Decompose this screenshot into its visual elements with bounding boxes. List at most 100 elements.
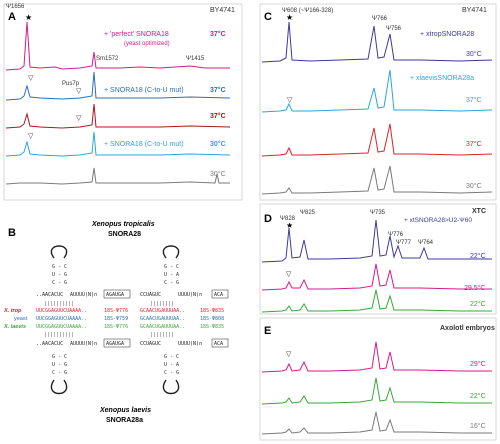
seq-top-right2: UUUU(N)n (178, 292, 202, 298)
panel-a-trace-1: + 'perfect' SNORA18 (yeast optimized) 37… (5, 21, 230, 71)
trace-temp: 37°C (210, 112, 226, 120)
trace-label: + SNORA18 (C-to-U mut) (104, 87, 184, 94)
seq-bot-box (103, 338, 131, 348)
panel-d-psi4: Ψ776 (388, 232, 404, 238)
panel-a-trace-3: 37°C ▽ (5, 103, 231, 129)
panel-d-psi: Ψ828 (280, 216, 296, 222)
panel-d-letter: D (264, 213, 272, 225)
panel-e-trace-2: 22°C (261, 377, 492, 405)
panel-c-strain: BY4741 (462, 7, 487, 14)
trace-line (261, 21, 493, 63)
trace-line (261, 165, 493, 195)
panel-d-strain: XTC (472, 208, 486, 215)
stem-bases: U - G (52, 362, 67, 368)
panel-c-trace-2: + xlaevisSNORA28a 37°C ▽ (261, 69, 493, 113)
panel-d-frame (259, 203, 497, 315)
panel-d: D XTC + xtSNORA28>U2-Ψ60 Ψ828 ★ Ψ825 Ψ73… (259, 203, 497, 315)
stem-bases: G - C (52, 354, 67, 360)
stem-bases: C - G (52, 370, 67, 376)
trace-line (261, 341, 492, 373)
panel-d-psi5: Ψ777 (396, 240, 412, 246)
panel-a-letter: A (8, 11, 16, 23)
panel-e-letter: E (264, 325, 271, 337)
trace-temp: 30°C (466, 182, 482, 190)
panel-a-sm: Sm1572 (96, 56, 119, 62)
stem-bases: U - G (52, 272, 67, 278)
seq-top-box (103, 289, 131, 299)
panel-a-trace-4: + SNORA18 (C-to-U mut) 30°C ▽ (5, 131, 231, 157)
trace-label: + SNORA18 (C-to-U mut) (104, 141, 184, 148)
nabla-marker: ▽ (286, 271, 292, 278)
panel-a-trace-2: + SNORA18 (C-to-U mut) 37°C ▽ ▽ (5, 71, 231, 101)
guide-row-3: X. laevis UUCGGAGUUCUAAAA.. 18S-Ψ776 GCA… (3, 324, 224, 330)
panel-e-frame (259, 317, 497, 441)
panel-c-frame (259, 3, 497, 201)
row-site: 18S-Ψ776 (104, 324, 128, 330)
stem-bases: G - C (164, 354, 179, 360)
trace-line (5, 103, 231, 129)
trace-label: + xlaevisSNORA28a (410, 75, 474, 82)
seq-top-right: CCUAGUC (140, 292, 161, 298)
row-site2: 18S-Ψ835 (200, 308, 224, 314)
trace-line (261, 219, 492, 263)
seq-top-box-text: AGAUGA (106, 292, 124, 298)
panel-d-psi2: Ψ825 (300, 210, 316, 216)
panel-d-psi6: Ψ764 (418, 240, 434, 246)
trace-temp: 22°C (470, 392, 486, 400)
panel-c-trace-3: 37°C (261, 123, 493, 157)
row-site: 18S-Ψ759 (104, 316, 128, 322)
stem-bases: G - C (52, 264, 67, 270)
trace-temp: 30°C (466, 50, 482, 58)
panel-a-star: ★ (25, 13, 32, 22)
panel-e-trace-1: 29°C ▽ (261, 341, 492, 373)
trace-temp: 29°C (470, 360, 486, 368)
seq-bot-mid: AUUUU(N)n (70, 341, 97, 347)
trace-line (261, 377, 492, 405)
trace-temp: 22°C (470, 300, 486, 308)
seq-bot-right: CCUAGUC (140, 341, 161, 347)
trace-line (261, 69, 493, 113)
stem-bases: C - G (164, 280, 179, 286)
panel-a-psi-label: Ψ1656 (6, 4, 25, 10)
row-seq2: GCAACUGAUUUAA.. (140, 324, 185, 330)
trace-line (261, 123, 493, 157)
panel-b-bottom-gene: SNORA28a (106, 417, 143, 424)
hairpin-loop (162, 379, 180, 395)
trace-temp: 29.5°C (464, 284, 485, 292)
panel-d-trace-3: 22°C (261, 289, 492, 313)
trace-temp: 37°C (466, 96, 482, 104)
panel-b-top-species: Xenopus tropicalis (91, 221, 155, 228)
panel-a-psi2: Ψ1415 (186, 56, 205, 62)
panel-c-star: ★ (286, 13, 293, 22)
row-site2: 18S-Ψ835 (200, 324, 224, 330)
trace-line (5, 71, 231, 101)
seq-bot-box2-text: ACA (214, 341, 223, 347)
row-seq: UUCGGAGUUCUAAAA.. (36, 308, 87, 314)
stem-bases: U - A (164, 362, 179, 368)
trace-temp: 30°C (210, 140, 226, 148)
hairpin-loop (162, 245, 180, 259)
pairing-bars: |||||||||| (44, 301, 74, 307)
panel-c-trace-4: 30°C (261, 165, 493, 195)
panel-d-star: ★ (286, 221, 293, 230)
row-label: X. laevis (3, 324, 26, 330)
row-site: 18S-Ψ776 (104, 308, 128, 314)
seq-bot-left: ..AACACUC (36, 341, 63, 347)
pairing-bars: |||||||| (150, 301, 174, 307)
pairing-bars: |||||||||| (44, 332, 74, 338)
panel-c-letter: C (264, 11, 272, 23)
trace-temp: 16°C (470, 422, 486, 430)
trace-label: + 'perfect' SNORA18 (104, 31, 169, 38)
panel-c: C BY4741 Ψ608 (~Ψ166-328) ★ Ψ766 Ψ756 + … (259, 3, 497, 201)
guide-row-2: yeast UUCGGAGUUCUAAAA.. 18S-Ψ759 GCAACUG… (14, 316, 224, 322)
seq-top-box2-text: ACA (214, 292, 223, 298)
stem-bases: C - G (52, 280, 67, 286)
trace-line (261, 263, 492, 291)
row-seq2: GCAACUGAUUUAA.. (140, 308, 185, 314)
seq-top-mid: AUUUU(N)n (70, 292, 97, 298)
stem-bases: G - C (164, 264, 179, 270)
nabla-marker: ▽ (28, 75, 34, 82)
trace-temp: 37°C (466, 140, 482, 148)
panel-a-trace-5: 30°C (5, 167, 230, 185)
guide-row-1: X. trop UUCGGAGUUCUAAAA.. 18S-Ψ776 GCAAC… (3, 308, 224, 314)
